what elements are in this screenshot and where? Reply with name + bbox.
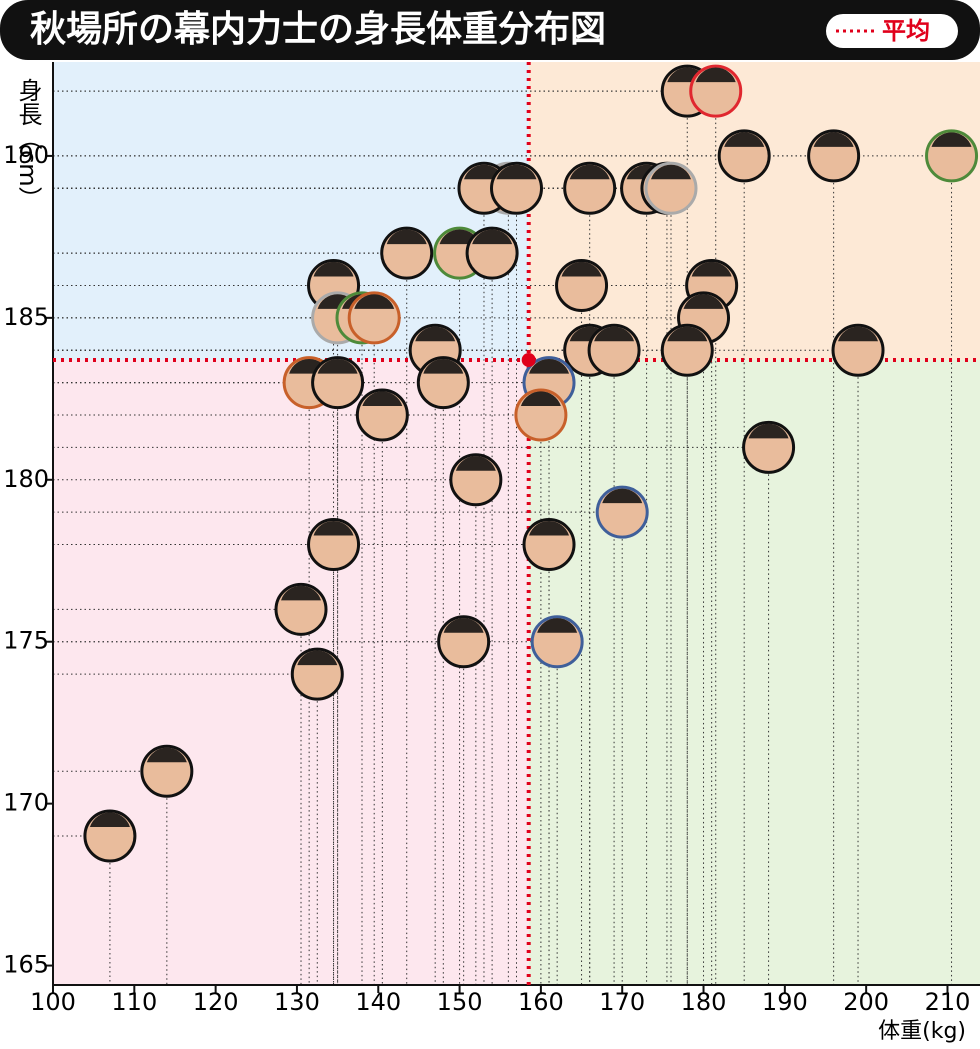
hair	[667, 326, 708, 342]
y-tick-label: 170	[3, 789, 49, 817]
hair	[569, 164, 610, 180]
hair	[362, 391, 403, 407]
hair	[386, 229, 427, 245]
quadrant	[53, 62, 529, 360]
hair	[561, 261, 602, 277]
x-tick-label: 180	[681, 988, 727, 1016]
y-tick-label: 180	[3, 465, 49, 493]
hair	[651, 164, 691, 180]
x-tick-label: 160	[518, 988, 564, 1016]
hair	[496, 164, 537, 180]
hair	[415, 326, 456, 342]
y-tick-label: 175	[3, 627, 49, 655]
hair	[594, 326, 635, 342]
hair	[520, 391, 561, 407]
hair	[297, 650, 338, 666]
x-tick-label: 130	[274, 988, 320, 1016]
hair	[89, 812, 130, 828]
chart-title: 秋場所の幕内力士の身長体重分布図	[30, 9, 606, 50]
hair	[146, 747, 187, 763]
hair	[813, 132, 854, 147]
y-tick-label: 190	[3, 141, 49, 169]
hair	[317, 359, 358, 374]
x-tick-label: 210	[925, 988, 971, 1016]
x-axis-label: 体重(kg)	[878, 1019, 966, 1044]
hair	[691, 261, 732, 277]
hair	[455, 456, 496, 471]
hair	[529, 520, 570, 536]
x-tick-label: 100	[30, 988, 76, 1016]
hair	[931, 132, 972, 147]
average-point	[521, 352, 536, 367]
quadrant	[528, 62, 980, 360]
title-bar	[0, 0, 980, 60]
x-tick-label: 120	[193, 988, 239, 1016]
hair	[695, 67, 736, 83]
hair	[443, 618, 484, 633]
x-tick-label: 190	[762, 988, 808, 1016]
hair	[724, 132, 765, 147]
hair	[423, 359, 464, 374]
hair	[281, 585, 322, 601]
x-tick-label: 150	[437, 988, 483, 1016]
hair	[838, 326, 879, 342]
x-tick-label: 110	[111, 988, 157, 1016]
hair	[354, 294, 395, 309]
hair	[748, 423, 789, 439]
hair	[529, 359, 570, 374]
hair	[313, 520, 354, 536]
y-axis-label: 身長（cm）	[14, 78, 42, 211]
x-tick-label: 170	[599, 988, 645, 1016]
hair	[472, 229, 513, 245]
y-tick-label: 185	[3, 303, 49, 331]
hair	[683, 294, 724, 309]
legend-label: 平均	[882, 17, 930, 45]
hair	[602, 488, 643, 504]
legend-box	[826, 14, 958, 48]
hair	[313, 261, 354, 277]
hair	[537, 618, 578, 633]
x-tick-label: 140	[355, 988, 401, 1016]
x-tick-label: 200	[843, 988, 889, 1016]
y-tick-label: 165	[3, 951, 49, 979]
